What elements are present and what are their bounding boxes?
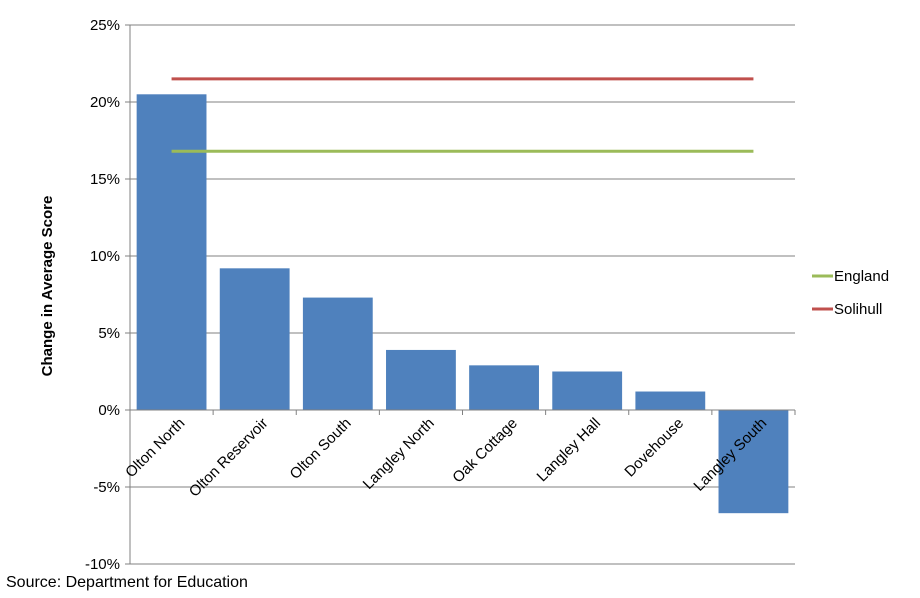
bar (136, 94, 207, 411)
y-tick-label: 10% (90, 248, 120, 265)
bar (386, 349, 456, 410)
category-label: Dovehouse (621, 415, 687, 481)
reference-lines (171, 77, 754, 153)
axes (129, 25, 796, 564)
legend-label: Solihull (834, 301, 882, 318)
y-tick-label: -10% (85, 556, 120, 573)
y-tick-label: 15% (90, 171, 120, 188)
category-label: Olton South (287, 415, 355, 483)
source-note: Source: Department for Education (6, 574, 248, 591)
category-label: Oak Cottage (449, 415, 521, 487)
bar (552, 371, 623, 410)
bar (718, 410, 789, 514)
bar (635, 391, 706, 410)
category-label: Olton Reservoir (186, 415, 272, 501)
y-tick-label: 5% (98, 325, 120, 342)
y-tick-label: 20% (90, 94, 120, 111)
y-axis-label: Change in Average Score (39, 196, 56, 377)
y-tick-label: 25% (90, 17, 120, 34)
category-label: Olton North (122, 415, 188, 481)
y-tick-labels: -10% -5% 0% 5% 10% 15% 20% 25% (85, 17, 120, 573)
category-label: Langley North (360, 415, 438, 493)
legend: England Solihull (812, 268, 889, 318)
bars (136, 94, 789, 514)
y-tick-label: 0% (98, 402, 120, 419)
y-tick-label: -5% (93, 479, 120, 496)
bar (469, 365, 539, 410)
category-label: Langley Hall (534, 415, 604, 485)
bar (219, 268, 290, 410)
bar (302, 297, 373, 410)
legend-label: England (834, 268, 889, 285)
